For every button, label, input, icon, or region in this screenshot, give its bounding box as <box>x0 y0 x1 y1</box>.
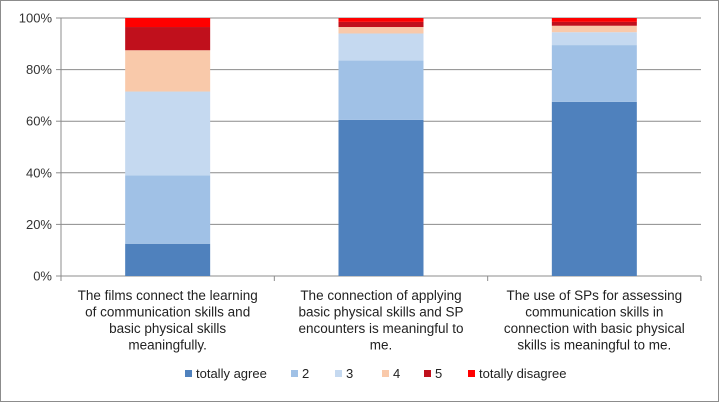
y-tick-label: 80% <box>26 62 52 77</box>
bar-segment <box>551 45 637 102</box>
category-label: basic physical skills and SP <box>298 305 463 320</box>
bar-segment <box>125 27 211 51</box>
category-labels: The films connect the learning of communi… <box>78 288 685 353</box>
legend-swatch <box>291 370 298 377</box>
y-tick-label: 20% <box>26 217 52 232</box>
y-tick-label: 100% <box>19 11 53 26</box>
category-label: meaningfully. <box>128 338 207 353</box>
bars <box>125 18 637 276</box>
bar-segment <box>551 32 637 46</box>
legend-swatch <box>468 370 475 377</box>
category-label: connection with basic physical <box>504 321 685 336</box>
bar-segment <box>125 18 211 28</box>
legend: totally agree 2 3 4 5 totally disagree <box>185 366 566 381</box>
y-tick-label: 40% <box>26 165 52 180</box>
category-label: basic physical skills <box>109 321 226 336</box>
bar-segment <box>338 60 424 120</box>
y-tick-label: 0% <box>33 269 52 284</box>
bar-segment <box>125 91 211 176</box>
bar-segment <box>338 33 424 61</box>
bar-segment <box>125 243 211 276</box>
category-label: skills is meaningful to me. <box>517 338 671 353</box>
category-label: The use of SPs for assessing <box>507 288 683 303</box>
y-tick-label: 60% <box>26 114 52 129</box>
legend-swatch <box>335 370 342 377</box>
bar-segment <box>338 119 424 276</box>
bar-segment <box>551 25 637 33</box>
category-label: The films connect the learning <box>78 288 258 303</box>
category-label: The connection of applying <box>300 288 461 303</box>
category-label: of communication skills and <box>85 305 250 320</box>
bar-segment <box>125 175 211 244</box>
bar-segment <box>338 18 424 22</box>
legend-swatch <box>424 370 431 377</box>
legend-swatch <box>382 370 389 377</box>
legend-label: 2 <box>302 366 309 381</box>
category-label: encounters is meaningful to <box>298 321 463 336</box>
legend-label: totally disagree <box>479 366 566 381</box>
bar-segment <box>551 21 637 26</box>
legend-label: 3 <box>346 366 353 381</box>
legend-label: 4 <box>393 366 400 381</box>
legend-label: totally agree <box>196 366 267 381</box>
bar-segment <box>338 21 424 28</box>
legend-label: 5 <box>435 366 442 381</box>
category-label: communication skills in <box>525 305 663 320</box>
bar-segment <box>551 101 637 276</box>
legend-swatch <box>185 370 192 377</box>
bar-segment <box>125 50 211 92</box>
bar-segment <box>338 27 424 34</box>
category-label: me. <box>370 338 393 353</box>
bar-segment <box>551 18 637 22</box>
